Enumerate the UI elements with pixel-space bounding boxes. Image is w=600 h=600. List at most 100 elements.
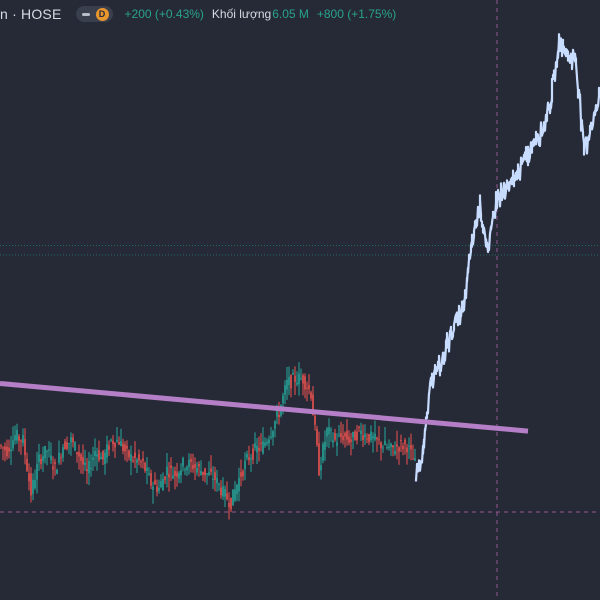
candle-body: [284, 385, 286, 395]
candle-body: [214, 472, 216, 480]
candle-body: [278, 414, 280, 418]
volume-change: +800 (+1.75%): [316, 7, 397, 21]
candle-body: [334, 433, 336, 440]
candle-body: [208, 472, 210, 475]
candle-body: [252, 448, 254, 460]
candle-body: [42, 456, 44, 462]
candle-body: [14, 435, 16, 441]
candle-body: [148, 473, 150, 475]
candle-body: [306, 387, 308, 389]
candle-body: [218, 483, 220, 485]
candle-body: [304, 376, 306, 390]
candle-body: [230, 497, 232, 510]
candle-body: [156, 486, 158, 492]
candle-body: [406, 447, 408, 453]
candle-body: [314, 415, 316, 425]
candle-body: [330, 429, 332, 431]
candle-body: [262, 441, 264, 454]
candle-body: [102, 450, 104, 460]
candle-body: [364, 434, 366, 438]
candle-body: [412, 458, 414, 460]
candle-body: [182, 458, 184, 467]
candle-body: [6, 446, 8, 457]
candle-body: [66, 442, 68, 449]
candle-body: [250, 458, 252, 460]
candle-body: [380, 442, 382, 449]
candle-body: [286, 379, 288, 390]
candle-body: [2, 447, 4, 449]
candle-body: [362, 435, 364, 440]
candle-body: [96, 454, 98, 457]
interval-toggle[interactable]: D: [75, 6, 113, 22]
price-line: [414, 33, 600, 482]
candle-body: [408, 445, 410, 447]
candle-body: [336, 442, 338, 446]
candle-body: [202, 471, 204, 475]
candle-body: [98, 450, 100, 460]
candle-body: [256, 446, 258, 453]
candle-body: [134, 452, 136, 458]
candle-body: [328, 427, 330, 435]
candle-body: [402, 445, 404, 450]
candle-body: [4, 446, 6, 451]
candle-body: [366, 438, 368, 440]
candle-body: [326, 428, 328, 437]
candle-body: [194, 463, 196, 468]
candle-body: [248, 457, 250, 461]
candle-body: [90, 468, 92, 470]
candle-body: [222, 486, 224, 497]
candle-body: [114, 443, 116, 448]
price-change: +200 (+0.43%): [124, 7, 204, 21]
candle-body: [290, 375, 292, 389]
candle-body: [122, 443, 124, 451]
candle-body: [266, 441, 268, 444]
candle-body: [316, 428, 318, 445]
candle-body: [142, 458, 144, 461]
symbol-label[interactable]: n · HOSE: [0, 6, 62, 22]
candle-body: [372, 436, 374, 439]
candle-body: [32, 479, 34, 494]
candle-body: [128, 450, 130, 458]
candle-body: [298, 373, 300, 385]
candle-body: [404, 439, 406, 444]
candle-body: [384, 440, 386, 446]
candle-body: [196, 468, 198, 473]
candle-body: [56, 469, 58, 474]
candle-body: [310, 392, 312, 399]
candle-body: [246, 454, 248, 458]
candle-body: [368, 434, 370, 443]
candle-body: [342, 436, 344, 441]
candle-body: [152, 486, 154, 490]
candle-body: [130, 454, 132, 462]
candle-body: [226, 493, 228, 500]
candle-body: [198, 463, 200, 467]
candle-body: [144, 462, 146, 471]
candle-body: [26, 458, 28, 471]
candle-body: [348, 436, 350, 443]
candle-body: [168, 473, 170, 478]
candle-body: [38, 454, 40, 462]
candle-body: [138, 454, 140, 461]
candle-body: [80, 454, 82, 461]
candle-body: [374, 433, 376, 440]
candle-body: [224, 488, 226, 497]
candle-body: [120, 440, 122, 446]
candle-body: [46, 450, 48, 452]
candle-body: [100, 456, 102, 460]
candle-body: [8, 447, 10, 452]
candle-body: [392, 445, 394, 448]
candle-body: [54, 462, 56, 464]
candle-body: [344, 432, 346, 437]
candle-body: [52, 466, 54, 470]
candle-body: [0, 445, 2, 447]
candle-body: [68, 443, 70, 445]
candle-body: [40, 458, 42, 465]
candle-body: [358, 427, 360, 429]
candle-body: [146, 467, 148, 471]
candle-body: [386, 447, 388, 449]
candle-body: [294, 375, 296, 382]
candle-body: [340, 433, 342, 437]
candle-body: [116, 439, 118, 442]
